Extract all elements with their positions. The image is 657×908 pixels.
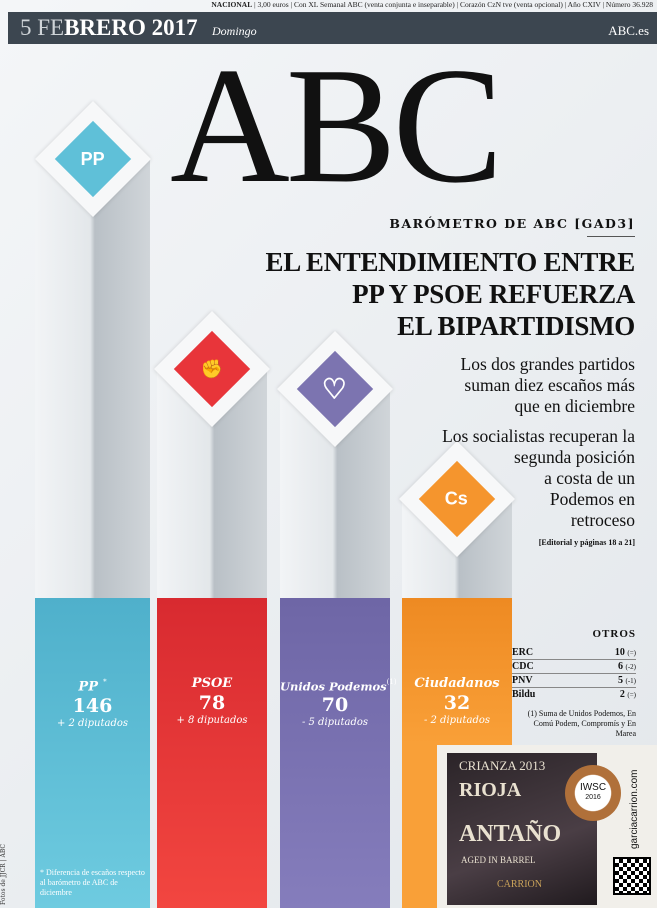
seat-count: 6 [618,661,623,672]
table-row: CDC 6 (-2) [512,660,636,674]
others-table: OTROS ERC 10 (=) CDC 6 (-2) PNV 5 (-1) Bild… [512,628,636,739]
abc-logo: ABC [170,33,503,217]
icon-glyph: PP [80,148,106,169]
seat-change: - 5 diputados [301,717,369,729]
sub-line: suman diez escaños más [464,375,635,395]
table-row: ERC 10 (=) [512,646,636,660]
website-link[interactable]: ABC.es [608,23,649,38]
party-result-psoe: PSOE 78 + 8 diputados [157,598,267,908]
others-title: OTROS [592,628,636,640]
seat-change: - 2 diputados [423,715,491,726]
page-reference[interactable]: [Editorial y páginas 18 a 21] [538,538,635,547]
seat-change: (-1) [625,677,637,685]
seat-change: + 2 diputados [56,718,129,730]
table-row: PNV 5 (-1) [512,674,636,688]
seat-change: (=) [627,649,636,657]
sub-line: retroceso [570,510,635,530]
sub-line: a costa de un [544,468,635,488]
seat-change: (-2) [625,663,637,671]
sub-line: que en diciembre [514,396,635,416]
ad-vintage: CRIANZA 2013 [459,758,546,773]
ad-url[interactable]: garciacarrion.com [629,769,640,849]
headline-line: PP Y PSOE REFUERZA [352,279,635,309]
party-result-podemos: Unidos Podemos(1) 70 - 5 diputados [280,598,397,908]
weekday: Domingo [212,24,257,38]
ad-aged: AGED IN BARREL [461,855,536,865]
party-name: Bildu [512,689,536,700]
seat-change: + 8 diputados [176,715,248,726]
seat-count: 70 [321,694,349,717]
others-note: (1) Suma de Unidos Podemos, En Comú Pode… [527,709,636,738]
footnote-mark: * [103,678,107,686]
sub-line: Los dos grandes partidos [460,354,636,374]
headline-line: EL BIPARTIDISMO [397,311,635,341]
photo-credit: Fotos de JJCR | ABC [0,844,7,905]
ciudadanos-band-extension [402,745,437,908]
party-name: CDC [512,661,534,672]
wine-advertisement[interactable]: CRIANZA 2013 RIOJA ANTAÑO AGED IN BARREL… [437,745,657,908]
headline[interactable]: EL ENTENDIMIENTO ENTRE PP Y PSOE REFUERZ… [265,246,635,342]
section-label: NACIONAL [211,0,253,9]
headline-line: EL ENTENDIMIENTO ENTRE [265,247,635,277]
icon-glyph: ✊ [200,358,224,379]
seat-count: 2 [619,689,625,700]
ad-region: RIOJA [459,779,522,801]
ad-brand: ANTAÑO [459,821,562,847]
seat-count: 5 [618,675,623,686]
seat-count: 32 [443,692,471,714]
seat-count: 78 [198,692,226,714]
issue-date: 5 FEBRERO 2017 [20,15,198,41]
date-bar: 5 FEBRERO 2017 Domingo ABC.es [8,12,657,44]
party-name: Ciudadanos [414,676,500,691]
party-name: PSOE [191,676,233,691]
iwsc-medal-icon: IWSC 2016 [565,765,621,821]
subheadline-2: Los socialistas recuperan la segunda pos… [442,426,635,531]
medal-year: 2016 [585,794,601,801]
party-result-ciudadanos: Ciudadanos 32 - 2 diputados [402,598,512,745]
icon-glyph: ♡ [322,373,348,405]
kicker: BARÓMETRO DE ABC [GAD3] [389,216,635,231]
date-part: 5 FE [20,15,65,40]
seat-count: 10 [614,647,625,658]
masthead-info: NACIONAL | 3,00 euros | Con XL Semanal A… [211,0,653,9]
price-info: | 3,00 euros | Con XL Semanal ABC (venta… [252,0,653,9]
footnote-mark: (1) [386,678,397,686]
party-result-pp: PP * 146 + 2 diputados [35,598,150,908]
seat-count: 146 [72,695,113,718]
sub-line: Los socialistas recuperan la [442,426,635,446]
qr-code-icon[interactable] [613,857,651,895]
pillar-pp [35,160,150,600]
medal-name: IWSC [579,782,607,793]
party-name: ERC [512,647,534,658]
party-name: PNV [512,675,533,686]
ad-winery: CARRION [497,879,543,890]
party-name: Unidos Podemos [280,679,387,694]
footnote: * Diferencia de escaños respecto al baró… [40,868,145,897]
table-row: Bildu 2 (=) [512,688,636,701]
sub-line: Podemos en [549,489,635,509]
divider [587,236,635,237]
sub-line: segunda posición [513,447,635,467]
seat-change: (=) [627,691,636,699]
party-name: PP [78,679,98,695]
date-part: BRERO 2017 [64,15,198,40]
subheadline-1: Los dos grandes partidos suman diez esca… [461,354,636,417]
